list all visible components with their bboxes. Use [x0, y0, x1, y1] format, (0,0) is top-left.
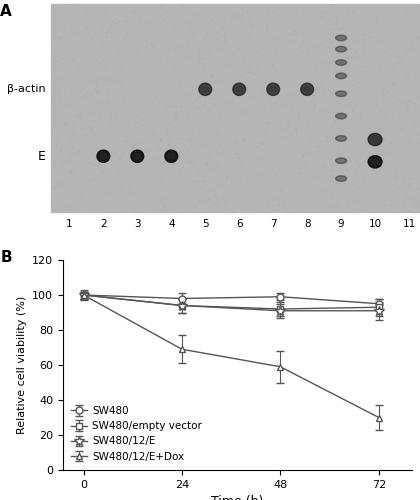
Ellipse shape: [236, 87, 242, 92]
Text: B: B: [0, 250, 12, 264]
Ellipse shape: [368, 156, 382, 168]
Ellipse shape: [336, 73, 346, 78]
Ellipse shape: [270, 87, 276, 92]
Ellipse shape: [304, 87, 310, 92]
Ellipse shape: [368, 134, 382, 145]
Ellipse shape: [336, 114, 346, 119]
Ellipse shape: [336, 60, 346, 66]
Ellipse shape: [336, 91, 346, 96]
Ellipse shape: [372, 137, 378, 142]
Text: 2: 2: [100, 219, 107, 229]
Ellipse shape: [131, 150, 144, 162]
Ellipse shape: [100, 154, 107, 158]
Ellipse shape: [199, 83, 212, 96]
Ellipse shape: [301, 83, 314, 96]
Text: 4: 4: [168, 219, 175, 229]
Text: A: A: [0, 4, 12, 20]
Ellipse shape: [202, 87, 208, 92]
Text: 3: 3: [134, 219, 141, 229]
Ellipse shape: [134, 154, 141, 158]
Ellipse shape: [165, 150, 178, 162]
Ellipse shape: [168, 154, 174, 158]
X-axis label: Time (h): Time (h): [211, 496, 263, 500]
Ellipse shape: [97, 150, 110, 162]
Text: 11: 11: [402, 219, 416, 229]
Text: 10: 10: [368, 219, 382, 229]
Ellipse shape: [336, 158, 346, 164]
Ellipse shape: [336, 35, 346, 40]
Ellipse shape: [233, 83, 246, 96]
Ellipse shape: [336, 176, 346, 182]
Text: 8: 8: [304, 219, 310, 229]
Ellipse shape: [336, 136, 346, 141]
Bar: [51, 4, 420, 212]
Ellipse shape: [336, 46, 346, 52]
Ellipse shape: [372, 160, 378, 164]
Legend: SW480, SW480/empty vector, SW480/12/E, SW480/12/E+Dox: SW480, SW480/empty vector, SW480/12/E, S…: [68, 403, 205, 465]
Text: E: E: [38, 150, 46, 163]
Text: 5: 5: [202, 219, 209, 229]
Ellipse shape: [267, 83, 280, 96]
Text: 7: 7: [270, 219, 276, 229]
Text: 1: 1: [66, 219, 73, 229]
Text: 9: 9: [338, 219, 344, 229]
Y-axis label: Relative cell viability (%): Relative cell viability (%): [17, 296, 26, 434]
Text: 6: 6: [236, 219, 242, 229]
Text: β-actin: β-actin: [7, 84, 46, 94]
